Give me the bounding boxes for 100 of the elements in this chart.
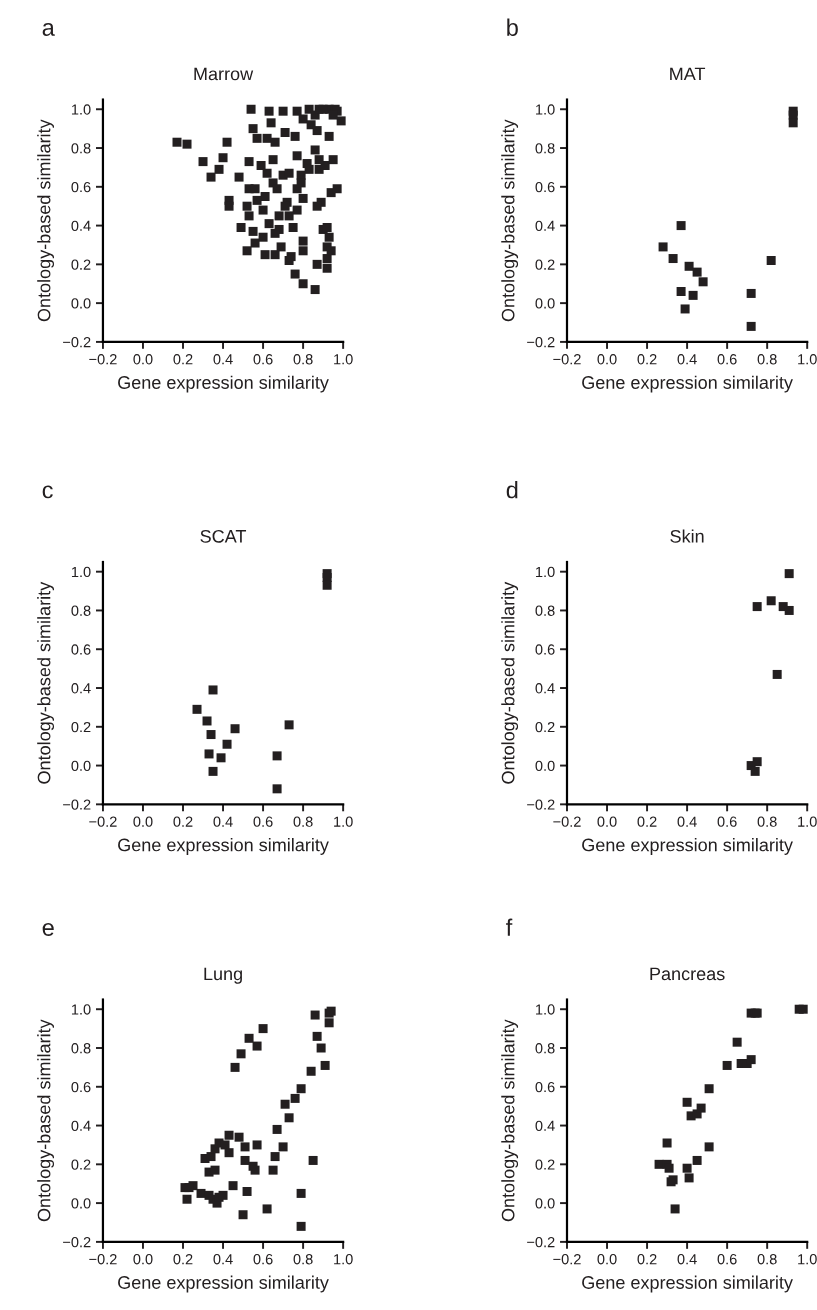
x-tick-label: 0.4 xyxy=(213,354,233,365)
y-tick-label: 0.4 xyxy=(535,683,555,694)
x-axis-title: Gene expression similarity xyxy=(118,1275,329,1293)
point xyxy=(704,1084,714,1094)
x-tick-label: 0.0 xyxy=(597,354,617,365)
x-tick-label: 0.0 xyxy=(597,816,617,827)
y-tick-label: 0.0 xyxy=(535,1198,555,1209)
x-tick-label: 0.6 xyxy=(253,1254,273,1265)
y-axis-title: Ontology-based similarity xyxy=(501,119,519,322)
y-tick-label: 0.4 xyxy=(71,1120,91,1131)
point xyxy=(746,288,756,298)
y-tick-label: 0.8 xyxy=(71,143,91,154)
point xyxy=(290,1093,300,1103)
point xyxy=(684,1173,694,1183)
point xyxy=(766,255,776,265)
point xyxy=(324,1018,334,1028)
y-tick-label: 0.0 xyxy=(71,760,91,771)
x-tick-label: 0.2 xyxy=(637,1254,657,1265)
point xyxy=(252,1140,262,1150)
y-axis-title: Ontology-based similarity xyxy=(37,581,55,784)
x-tick-label: −0.2 xyxy=(553,1254,581,1265)
point xyxy=(270,1152,280,1162)
y-tick-label: 0.6 xyxy=(71,1081,91,1093)
x-tick-label: 1.0 xyxy=(334,354,353,365)
point xyxy=(732,1037,742,1047)
x-tick-label: 1.0 xyxy=(798,354,817,365)
x-tick-label: 0.2 xyxy=(173,354,193,365)
point xyxy=(208,685,218,695)
point xyxy=(234,1132,244,1142)
point xyxy=(228,1181,238,1191)
y-tick-label: 0.0 xyxy=(71,1198,91,1209)
x-tick-label: 0.8 xyxy=(757,354,777,365)
x-tick-label: 0.6 xyxy=(253,816,273,827)
point xyxy=(242,1186,252,1196)
chart-title: SCAT xyxy=(200,529,247,543)
y-tick-label: 1.0 xyxy=(536,104,555,115)
x-tick-label: 0.0 xyxy=(597,1254,617,1265)
chart-title: Marrow xyxy=(194,67,254,81)
x-tick-label: 0.4 xyxy=(677,1254,697,1265)
y-tick-label: 0.4 xyxy=(535,220,555,232)
chart-title: Skin xyxy=(670,529,704,543)
point xyxy=(204,749,214,759)
x-tick-label: 0.4 xyxy=(677,354,697,365)
point xyxy=(296,1188,306,1198)
point xyxy=(202,716,212,726)
x-tick-label: 0.8 xyxy=(293,1254,313,1265)
y-tick-label: 0.6 xyxy=(535,644,555,655)
point xyxy=(206,730,216,740)
y-tick-label: 0.2 xyxy=(535,1159,555,1170)
x-tick-label: 0.6 xyxy=(717,354,737,365)
x-tick-label: 0.0 xyxy=(133,816,153,827)
x-tick-label: 0.2 xyxy=(637,354,657,365)
x-axis-title: Gene expression similarity xyxy=(118,375,329,393)
point xyxy=(262,1204,272,1214)
point xyxy=(240,1155,250,1165)
x-tick-label: 0.2 xyxy=(637,816,657,827)
text: c xyxy=(42,485,53,499)
x-tick-label: 0.8 xyxy=(293,816,313,827)
point xyxy=(704,1142,714,1152)
point xyxy=(322,580,332,590)
y-tick-label: 0.2 xyxy=(535,721,555,733)
chart-title: Pancreas xyxy=(650,967,725,981)
point xyxy=(316,1043,326,1053)
point xyxy=(766,596,776,606)
point xyxy=(272,751,282,761)
text: e xyxy=(42,922,54,936)
point xyxy=(230,1062,240,1072)
x-tick-label: −0.2 xyxy=(89,354,117,365)
y-tick-label: −0.2 xyxy=(527,1236,555,1248)
x-tick-label: −0.2 xyxy=(553,354,581,365)
y-tick-label: 0.0 xyxy=(535,298,555,309)
y-axis-title: Ontology-based similarity xyxy=(501,581,519,784)
point xyxy=(278,1142,288,1152)
y-tick-label: −0.2 xyxy=(63,1236,91,1248)
x-tick-label: 0.0 xyxy=(133,354,153,365)
y-axis-title: Ontology-based similarity xyxy=(37,119,55,322)
point xyxy=(798,1004,808,1014)
x-tick-label: 0.0 xyxy=(133,1254,153,1265)
point xyxy=(308,1155,318,1165)
point xyxy=(746,1055,756,1065)
point xyxy=(236,1049,246,1059)
point xyxy=(268,1165,278,1175)
x-tick-label: 1.0 xyxy=(334,1254,353,1265)
y-tick-label: 0.6 xyxy=(535,1081,555,1093)
y-tick-label: 1.0 xyxy=(71,104,91,115)
point xyxy=(662,1138,672,1148)
point xyxy=(272,784,282,794)
x-tick-label: −0.2 xyxy=(553,816,581,827)
y-tick-label: 0.8 xyxy=(535,605,555,616)
point xyxy=(750,766,760,776)
point xyxy=(224,1148,234,1158)
x-tick-label: 0.4 xyxy=(213,1254,233,1265)
point xyxy=(252,1041,262,1051)
x-axis-title: Gene expression similarity xyxy=(582,375,793,393)
text: f xyxy=(506,918,513,936)
y-tick-label: 0.2 xyxy=(71,259,91,270)
text: b xyxy=(507,18,518,36)
point xyxy=(218,1190,228,1200)
point xyxy=(306,1066,316,1076)
y-axis-title: Ontology-based similarity xyxy=(37,1019,55,1222)
